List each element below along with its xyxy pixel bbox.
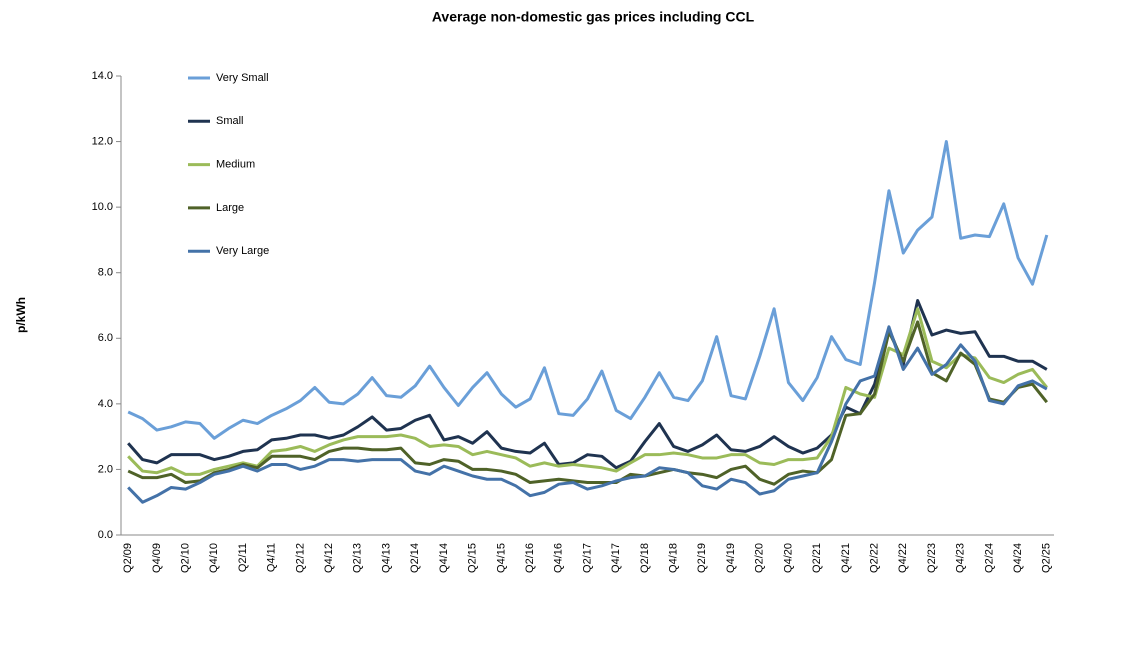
x-tick-label: Q2/11 — [237, 543, 249, 572]
x-tick-label: Q2/12 — [294, 543, 306, 573]
x-tick-label: Q2/22 — [868, 543, 880, 573]
x-tick-label: Q2/17 — [581, 543, 593, 573]
y-tick-label: 0.0 — [98, 529, 113, 541]
x-tick-label: Q4/16 — [553, 543, 565, 573]
x-tick-label: Q4/11 — [266, 543, 278, 572]
x-tick-label: Q2/23 — [926, 543, 938, 573]
series-line — [127, 307, 1048, 476]
x-tick-label: Q2/21 — [811, 543, 823, 573]
x-tick-label: Q2/25 — [1041, 543, 1053, 573]
x-tick-label: Q4/21 — [840, 543, 852, 573]
x-tick-label: Q2/15 — [467, 543, 479, 573]
x-tick-label: Q2/20 — [754, 543, 766, 573]
x-tick-label: Q4/12 — [323, 543, 335, 573]
chart-title: Average non-domestic gas prices includin… — [432, 9, 755, 25]
y-tick-label: 12.0 — [92, 135, 113, 147]
y-tick-label: 6.0 — [98, 332, 113, 344]
legend-label: Very Small — [216, 72, 269, 84]
x-tick-label: Q2/24 — [983, 543, 995, 573]
legend-label: Small — [216, 115, 244, 127]
x-tick-label: Q4/14 — [438, 543, 450, 573]
legend-label: Large — [216, 202, 244, 214]
series-line — [127, 325, 1048, 504]
x-tick-label: Q2/09 — [122, 543, 134, 573]
legend-label: Medium — [216, 159, 255, 171]
y-tick-label: 2.0 — [98, 463, 113, 475]
series-line — [127, 299, 1048, 470]
x-tick-label: Q2/14 — [409, 543, 421, 573]
y-tick-label: 8.0 — [98, 267, 113, 279]
x-tick-label: Q4/10 — [208, 543, 220, 573]
x-tick-label: Q2/10 — [179, 543, 191, 573]
x-tick-label: Q2/18 — [639, 543, 651, 573]
x-tick-label: Q4/22 — [897, 543, 909, 573]
x-tick-label: Q2/13 — [352, 543, 364, 573]
x-tick-label: Q4/13 — [380, 543, 392, 573]
x-tick-label: Q4/18 — [668, 543, 680, 573]
x-tick-label: Q4/09 — [151, 543, 163, 573]
x-tick-label: Q4/24 — [1012, 543, 1024, 573]
y-tick-label: 10.0 — [92, 201, 113, 213]
y-tick-label: 14.0 — [92, 70, 113, 82]
x-tick-label: Q2/16 — [524, 543, 536, 573]
x-tick-label: Q4/15 — [495, 543, 507, 573]
x-tick-label: Q4/17 — [610, 543, 622, 573]
x-tick-label: Q4/20 — [782, 543, 794, 573]
y-tick-label: 4.0 — [98, 398, 113, 410]
legend-label: Very Large — [216, 245, 269, 257]
series-line — [127, 140, 1049, 440]
y-axis-label: p/kWh — [14, 297, 28, 333]
x-tick-label: Q4/23 — [955, 543, 967, 573]
x-tick-label: Q2/19 — [696, 543, 708, 573]
series-line — [127, 320, 1048, 486]
x-tick-label: Q4/19 — [725, 543, 737, 573]
